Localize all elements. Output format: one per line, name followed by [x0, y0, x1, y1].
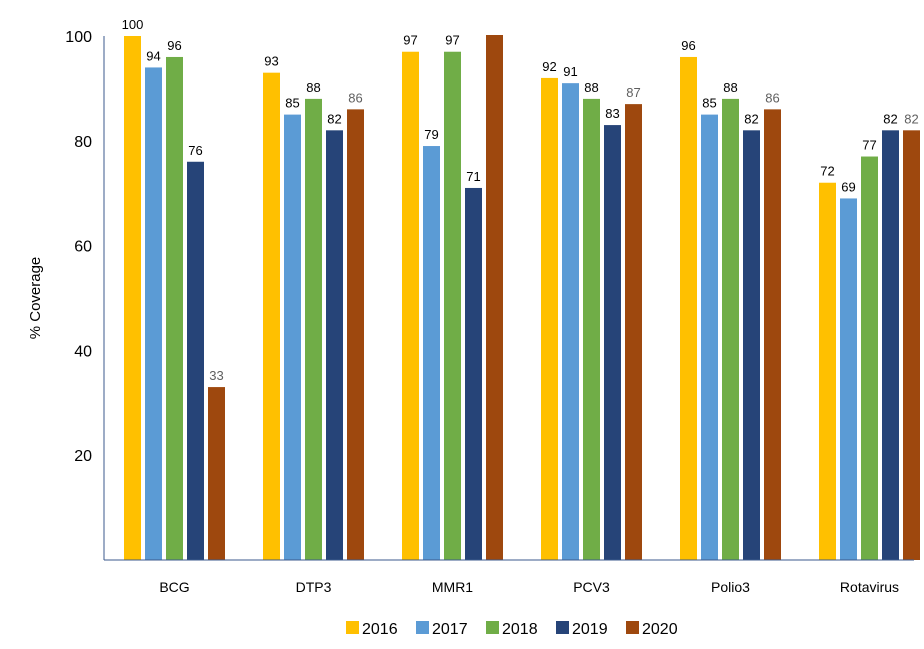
bar-bcg-2016: [124, 36, 141, 560]
data-label: 92: [542, 59, 556, 74]
data-label: 85: [285, 96, 299, 111]
y-tick-label: 40: [74, 343, 92, 360]
bar-dtp3-2018: [305, 98, 322, 560]
x-category-label: BCG: [159, 579, 189, 595]
legend-label: 2018: [502, 621, 538, 638]
bar-polio3-2018: [722, 98, 739, 560]
legend-swatch: [346, 621, 359, 634]
legend-label: 2020: [642, 621, 678, 638]
data-label: 96: [681, 38, 695, 53]
bar-dtp3-2019: [326, 130, 343, 560]
y-tick-label: 100: [65, 29, 92, 46]
bar-dtp3-2020: [347, 109, 364, 561]
y-tick-label: 60: [74, 239, 92, 256]
data-label: 69: [841, 179, 855, 194]
legend-label: 2019: [572, 621, 608, 638]
bar-pcv3-2016: [541, 77, 558, 561]
data-label: 82: [904, 111, 918, 126]
bars: [124, 35, 920, 561]
bar-bcg-2018: [166, 56, 183, 561]
legend-swatch: [416, 621, 429, 634]
data-label: 85: [702, 96, 716, 111]
data-label: 96: [167, 38, 181, 53]
data-label: 71: [466, 169, 480, 184]
bar-mmr1-2020: [486, 35, 503, 560]
data-label: 88: [306, 80, 320, 95]
bar-bcg-2019: [187, 161, 204, 560]
x-category-label: Rotavirus: [840, 579, 899, 595]
data-label: 93: [264, 54, 278, 69]
bar-polio3-2017: [701, 114, 718, 560]
bar-mmr1-2018: [444, 51, 461, 560]
bar-polio3-2016: [680, 56, 697, 561]
bar-polio3-2019: [743, 130, 760, 560]
data-label: 82: [883, 111, 897, 126]
legend-swatch: [626, 621, 639, 634]
bar-rotavirus-2016: [819, 182, 836, 560]
bar-mmr1-2016: [402, 51, 419, 560]
bar-pcv3-2017: [562, 83, 579, 560]
data-label: 86: [348, 90, 362, 105]
data-label: 77: [862, 138, 876, 153]
bar-rotavirus-2017: [840, 198, 857, 560]
data-label: 87: [626, 85, 640, 100]
bar-dtp3-2017: [284, 114, 301, 560]
x-category-label: DTP3: [296, 579, 332, 595]
x-category-label: PCV3: [573, 579, 610, 595]
data-label: 97: [403, 33, 417, 48]
data-label: 83: [605, 106, 619, 121]
data-label: 82: [327, 111, 341, 126]
legend-swatch: [556, 621, 569, 634]
bar-rotavirus-2018: [861, 156, 878, 560]
legend-label: 2017: [432, 621, 468, 638]
bar-rotavirus-2020: [903, 130, 920, 560]
legend-swatch: [486, 621, 499, 634]
x-category-label: Polio3: [711, 579, 750, 595]
y-tick-label: 20: [74, 448, 92, 465]
bar-bcg-2017: [145, 67, 162, 560]
bar-mmr1-2019: [465, 187, 482, 560]
data-label: 76: [188, 143, 202, 158]
bar-mmr1-2017: [423, 146, 440, 561]
y-axis-ticks: 20 40 60 80 100: [65, 29, 92, 465]
data-label: 91: [563, 64, 577, 79]
bar-pcv3-2019: [604, 125, 621, 560]
data-label: 88: [723, 80, 737, 95]
data-label: 100: [122, 17, 144, 32]
data-label: 97: [445, 33, 459, 48]
y-axis-title: % Coverage: [27, 257, 44, 340]
legend: 2016 2017 2018 2019 2020: [346, 621, 678, 638]
bar-dtp3-2016: [263, 72, 280, 561]
data-label: 72: [820, 164, 834, 179]
data-label: 88: [584, 80, 598, 95]
data-label: 86: [765, 90, 779, 105]
data-label: 94: [146, 48, 160, 63]
data-label: 33: [209, 368, 223, 383]
bar-pcv3-2020: [625, 104, 642, 561]
x-category-label: MMR1: [432, 579, 473, 595]
y-tick-label: 80: [74, 134, 92, 151]
bar-rotavirus-2019: [882, 130, 899, 560]
data-label: 79: [424, 127, 438, 142]
data-label: 82: [744, 111, 758, 126]
legend-label: 2016: [362, 621, 398, 638]
data-labels: 100 94 96 76 33 93 85 88 82 86 97 79 97 71 92 91 88 83 87 9…: [122, 17, 919, 383]
bar-bcg-2020: [208, 387, 225, 560]
bar-polio3-2020: [764, 109, 781, 561]
x-axis-categories: BCG DTP3 MMR1 PCV3 Polio3 Rotavirus: [159, 579, 899, 595]
bar-pcv3-2018: [583, 98, 600, 560]
